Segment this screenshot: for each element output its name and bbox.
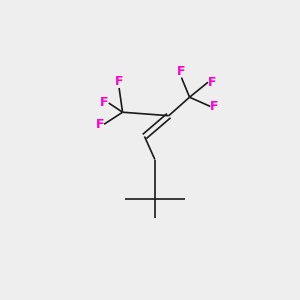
Text: F: F [100,97,109,110]
Text: F: F [96,118,104,131]
Text: F: F [208,76,217,89]
Text: F: F [115,75,123,88]
Text: F: F [177,64,186,78]
Text: F: F [210,100,219,113]
